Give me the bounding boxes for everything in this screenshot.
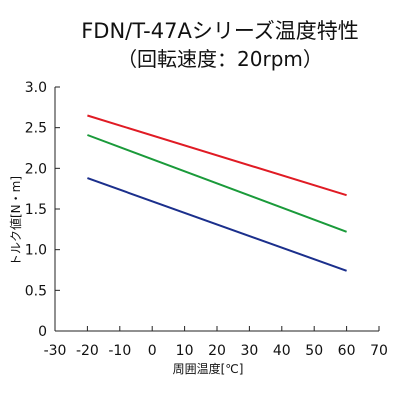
plot-area: 0 0.5 1.0 1.5 2.0 2.5 3.0 -30 -20 -10 0 10 20 30 40 50 6… (25, 80, 388, 359)
y-tick-label: 1.5 (25, 202, 47, 218)
x-tick-label: 10 (176, 343, 194, 359)
x-tick-label: 60 (338, 343, 356, 359)
y-tick-label: 0 (38, 324, 47, 340)
x-axis-label: 周囲温度[℃] (173, 361, 244, 376)
x-tick-label: 50 (305, 343, 323, 359)
x-tick-label: -10 (108, 343, 131, 359)
y-axis-label: トルク値[N・m] (8, 176, 23, 266)
x-tick-label: 20 (208, 343, 226, 359)
y-tick-label: 2.0 (25, 161, 47, 177)
series-line-1 (87, 114, 347, 197)
y-tick-label: 1.0 (25, 243, 47, 259)
x-tick-label: 40 (273, 343, 291, 359)
chart-title: FDN/T-47Aシリーズ温度特性 (81, 19, 359, 43)
y-tick-label: 3.0 (25, 80, 47, 96)
x-tick-label: 30 (240, 343, 258, 359)
series-line-3 (87, 177, 347, 272)
y-tick-label: 2.5 (25, 121, 47, 137)
x-tick-label: -20 (76, 343, 99, 359)
y-tick-label: 0.5 (25, 283, 47, 299)
x-tick-label: 0 (148, 343, 157, 359)
x-tick-label: 70 (370, 343, 388, 359)
chart-subtitle: （回転速度：20rpm） (117, 47, 323, 71)
series-line-2 (87, 134, 347, 233)
x-tick-label: -30 (44, 343, 67, 359)
